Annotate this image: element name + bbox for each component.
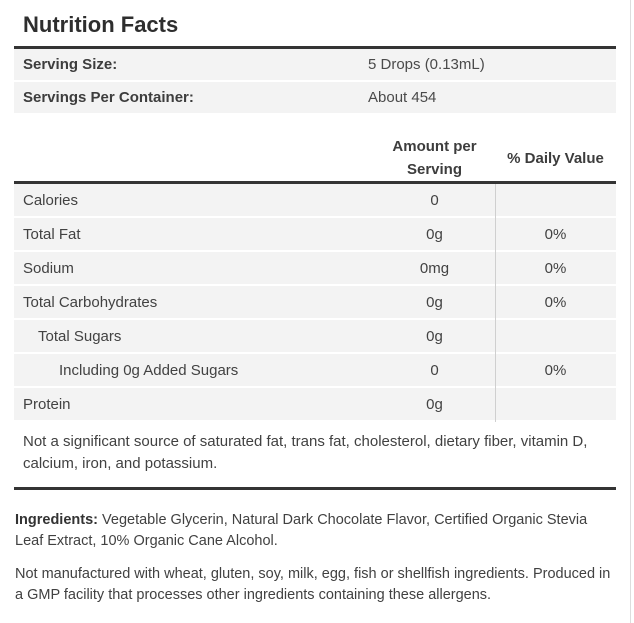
servings-per-container-row: Servings Per Container: About 454 — [14, 82, 616, 115]
header-spacer — [14, 135, 374, 181]
column-divider-line — [495, 184, 496, 422]
allergen-paragraph: Not manufactured with wheat, gluten, soy… — [15, 566, 611, 603]
row-amount: 0 — [430, 191, 439, 209]
row-amount: 0mg — [419, 259, 450, 277]
nutrition-facts-panel: Nutrition Facts Serving Size: 5 Drops (0… — [14, 0, 616, 606]
row-daily-value: 0% — [544, 225, 567, 243]
row-amount: 0g — [426, 327, 443, 345]
table-row: Total Sugars 0g — [14, 320, 616, 354]
row-amount: 0 — [430, 361, 439, 379]
footnote-text: Not a significant source of saturated fa… — [23, 433, 588, 472]
table-header-row: Amount per Serving % Daily Value — [14, 135, 616, 181]
divider-bottom — [14, 487, 616, 490]
table-row: Including 0g Added Sugars 0 0% — [14, 354, 616, 388]
row-amount: 0g — [426, 293, 443, 311]
row-label: Calories — [23, 191, 79, 209]
row-label: Including 0g Added Sugars — [59, 361, 239, 379]
divider-top — [14, 46, 616, 49]
page-title: Nutrition Facts — [23, 12, 179, 37]
serving-size-row: Serving Size: 5 Drops (0.13mL) — [14, 49, 616, 82]
serving-size-value: 5 Drops (0.13mL) — [368, 56, 485, 73]
table-row: Total Carbohydrates 0g 0% — [14, 286, 616, 320]
servings-per-container-value: About 454 — [368, 89, 437, 106]
row-amount: 0g — [426, 225, 443, 243]
table-row: Sodium 0mg 0% — [14, 252, 616, 286]
row-label: Total Fat — [23, 225, 81, 243]
row-daily-value: 0% — [544, 361, 567, 379]
row-label: Total Sugars — [38, 327, 122, 345]
page-right-border — [630, 0, 631, 623]
ingredients-paragraph: Ingredients: Vegetable Glycerin, Natural… — [15, 510, 615, 552]
serving-info-table: Serving Size: 5 Drops (0.13mL) Servings … — [14, 49, 616, 115]
amount-header-line1: Amount per — [392, 138, 477, 155]
amount-header-line2: Serving — [406, 161, 463, 178]
ingredients-text: Vegetable Glycerin, Natural Dark Chocola… — [15, 512, 588, 549]
row-label: Protein — [23, 395, 71, 413]
daily-value-header: % Daily Value — [507, 149, 604, 167]
divider-header — [14, 181, 616, 184]
serving-size-label: Serving Size: — [23, 56, 118, 73]
table-row: Calories 0 — [14, 184, 616, 218]
table-row: Total Fat 0g 0% — [14, 218, 616, 252]
ingredients-label: Ingredients: — [15, 512, 98, 528]
servings-per-container-label: Servings Per Container: — [23, 89, 194, 106]
table-row: Protein 0g — [14, 388, 616, 422]
row-label: Total Carbohydrates — [23, 293, 158, 311]
row-amount: 0g — [426, 395, 443, 413]
amount-per-serving-header: Amount per Serving — [374, 135, 495, 181]
nutrition-rows: Calories 0 Total Fat 0g 0% Sodium 0mg 0%… — [14, 184, 616, 422]
row-daily-value: 0% — [544, 259, 567, 277]
row-daily-value: 0% — [544, 293, 567, 311]
row-label: Sodium — [23, 259, 74, 277]
